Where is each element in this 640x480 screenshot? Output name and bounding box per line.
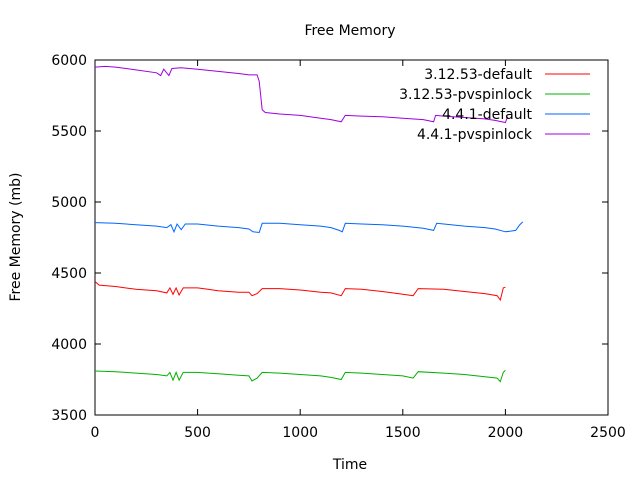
y-axis-label: Free Memory (mb) bbox=[8, 173, 24, 302]
series-line-0 bbox=[94, 281, 506, 302]
legend-label: 3.12.53-default bbox=[424, 67, 532, 83]
plot-frame bbox=[94, 59, 609, 416]
axis-ticks: 0 500 1000 1500 2000 2500 3500 4000 4500 5000 5500… bbox=[51, 53, 625, 441]
x-tick-label: 500 bbox=[184, 425, 211, 441]
x-axis-label: Time bbox=[332, 457, 367, 473]
x-tick-label: 0 bbox=[91, 425, 100, 441]
y-tick-label: 5000 bbox=[51, 195, 87, 211]
chart-title: Free Memory bbox=[304, 23, 395, 39]
x-tick-label: 1500 bbox=[385, 425, 421, 441]
x-tick-label: 1000 bbox=[282, 425, 318, 441]
legend: 3.12.53-default 3.12.53-pvspinlock 4.4.1-d… bbox=[399, 67, 590, 143]
y-tick-label: 5500 bbox=[51, 124, 87, 140]
series-lines bbox=[94, 65, 524, 383]
y-tick-label: 4000 bbox=[51, 337, 87, 353]
series-line-1 bbox=[94, 369, 506, 383]
legend-label: 4.4.1-pvspinlock bbox=[417, 127, 533, 143]
y-tick-label: 3500 bbox=[51, 408, 87, 424]
series-line-3 bbox=[94, 65, 508, 124]
legend-label: 4.4.1-default bbox=[442, 107, 532, 123]
x-tick-label: 2000 bbox=[488, 425, 524, 441]
y-tick-label: 6000 bbox=[51, 53, 87, 69]
x-tick-label: 2500 bbox=[590, 425, 626, 441]
legend-label: 3.12.53-pvspinlock bbox=[399, 87, 533, 103]
y-tick-label: 4500 bbox=[51, 266, 87, 282]
series-line-2 bbox=[94, 221, 524, 234]
